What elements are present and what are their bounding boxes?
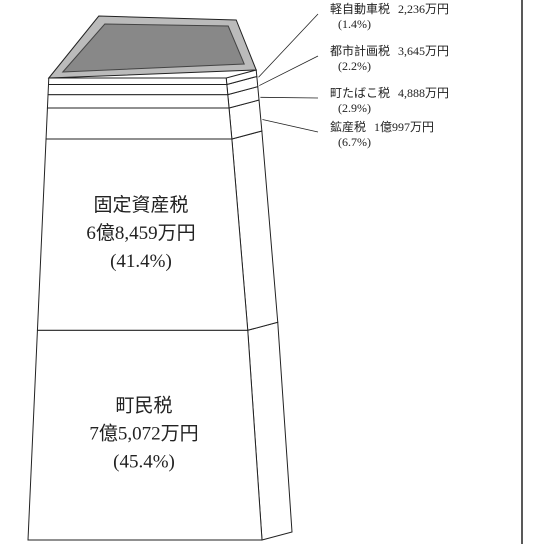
segment-name: 都市計画税 xyxy=(330,43,390,58)
leader-line xyxy=(260,96,319,99)
segment-amount: 4,888万円 xyxy=(398,86,449,100)
segment-amount: 2,236万円 xyxy=(398,2,449,16)
segment-amount: 1億997万円 xyxy=(374,120,434,134)
segment-name: 町たばこ税 xyxy=(330,86,390,100)
bill-face xyxy=(61,23,245,73)
segment-name: 鉱産税 xyxy=(330,119,366,134)
stack-segment xyxy=(47,77,228,85)
stack-segment xyxy=(46,94,230,109)
leader-line xyxy=(259,55,319,86)
segment-name: 軽自動車税 xyxy=(330,2,390,16)
segment-amount: 6億8,459万円 xyxy=(86,222,195,244)
stack-segment xyxy=(47,83,229,96)
segment-percent: (2.2%) xyxy=(338,59,371,73)
segment-name: 町民税 xyxy=(115,394,172,416)
leader-line xyxy=(262,119,319,133)
segment-percent: (1.4%) xyxy=(338,17,371,31)
segment-percent: (6.7%) xyxy=(338,135,371,149)
segment-amount: 7億5,072万円 xyxy=(89,422,198,444)
segment-percent: (41.4%) xyxy=(110,251,172,272)
segment-amount: 3,645万円 xyxy=(398,44,449,58)
segment-name: 固定資産税 xyxy=(93,194,188,216)
segment-percent: (45.4%) xyxy=(113,451,175,472)
segment-percent: (2.9%) xyxy=(338,101,371,115)
stack-segment xyxy=(45,107,233,140)
leader-line xyxy=(258,13,319,78)
